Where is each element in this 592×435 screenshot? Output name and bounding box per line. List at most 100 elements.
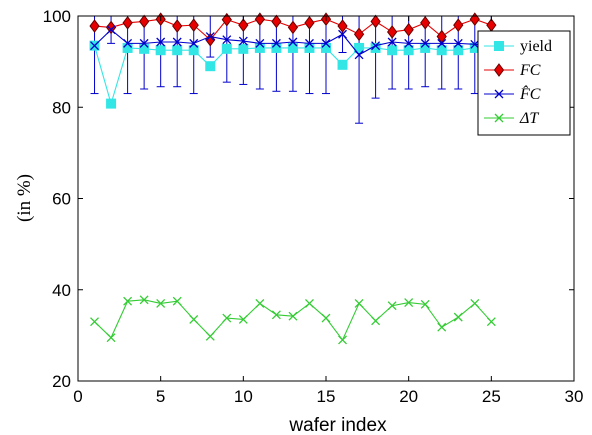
data-point-2 bbox=[255, 38, 265, 48]
data-point-3 bbox=[288, 311, 298, 321]
data-point-0 bbox=[254, 42, 265, 53]
data-point-3 bbox=[172, 296, 182, 306]
y-axis-label: (in %) bbox=[14, 174, 35, 222]
data-point-1 bbox=[238, 18, 249, 32]
data-point-3 bbox=[354, 298, 364, 308]
data-point-0 bbox=[172, 45, 183, 56]
data-point-0 bbox=[321, 42, 331, 53]
data-point-3 bbox=[387, 301, 397, 311]
data-point-0 bbox=[403, 45, 414, 56]
data-point-1 bbox=[387, 25, 398, 39]
data-point-1 bbox=[353, 27, 365, 42]
data-point-2 bbox=[238, 36, 248, 46]
data-point-3 bbox=[453, 312, 463, 322]
data-point-2 bbox=[123, 38, 133, 48]
data-point-1 bbox=[105, 20, 117, 35]
data-point-3 bbox=[420, 299, 430, 309]
y-tick-label: 40 bbox=[52, 281, 71, 300]
data-point-0 bbox=[139, 43, 150, 54]
data-point-0 bbox=[188, 45, 199, 56]
x-axis-label: wafer index bbox=[288, 415, 387, 435]
data-point-3 bbox=[271, 310, 281, 320]
data-point-0 bbox=[354, 42, 365, 53]
data-point-3 bbox=[205, 331, 215, 341]
data-point-3 bbox=[486, 317, 496, 327]
data-point-2 bbox=[189, 38, 199, 48]
data-point-0 bbox=[205, 61, 216, 72]
data-point-2 bbox=[404, 38, 414, 48]
data-point-1 bbox=[304, 16, 315, 30]
data-point-2 bbox=[90, 41, 99, 51]
data-point-2 bbox=[205, 32, 215, 41]
data-point-1 bbox=[172, 19, 183, 33]
data-point-2 bbox=[453, 38, 463, 48]
data-point-2 bbox=[321, 38, 331, 48]
legend-marker bbox=[494, 89, 504, 99]
x-tick-label: 0 bbox=[73, 387, 82, 406]
data-point-1 bbox=[403, 22, 414, 37]
data-point-2 bbox=[139, 38, 149, 48]
legend-entry: FC bbox=[519, 62, 541, 79]
data-point-2 bbox=[338, 29, 347, 39]
legend-entry: F̂C bbox=[519, 84, 541, 103]
data-point-2 bbox=[288, 37, 298, 47]
data-point-2 bbox=[470, 39, 480, 49]
data-point-3 bbox=[90, 317, 99, 327]
data-point-3 bbox=[156, 298, 166, 308]
legend-entry: yield bbox=[520, 38, 552, 55]
data-point-3 bbox=[123, 296, 133, 306]
data-point-1 bbox=[139, 14, 150, 29]
data-point-3 bbox=[338, 335, 347, 345]
data-point-2 bbox=[156, 37, 166, 47]
data-point-3 bbox=[222, 313, 232, 323]
data-point-3 bbox=[404, 298, 414, 307]
data-point-1 bbox=[188, 18, 199, 32]
data-point-1 bbox=[370, 14, 381, 29]
data-point-2 bbox=[271, 38, 281, 48]
x-tick-label: 5 bbox=[156, 387, 165, 406]
data-point-3 bbox=[189, 314, 199, 324]
data-point-3 bbox=[255, 298, 265, 308]
data-point-2 bbox=[387, 37, 397, 47]
y-tick-label: 60 bbox=[52, 190, 71, 209]
data-point-0 bbox=[122, 42, 133, 53]
x-tick-label: 15 bbox=[317, 387, 336, 406]
legend-marker bbox=[494, 41, 504, 51]
legend-marker bbox=[494, 113, 504, 123]
data-point-3 bbox=[139, 295, 149, 305]
data-point-2 bbox=[305, 38, 314, 48]
x-tick-label: 10 bbox=[234, 387, 253, 406]
data-point-0 bbox=[287, 42, 298, 53]
x-tick-label: 25 bbox=[482, 387, 501, 406]
data-point-2 bbox=[354, 50, 364, 60]
data-point-2 bbox=[371, 41, 381, 51]
data-point-0 bbox=[387, 45, 398, 56]
data-point-1 bbox=[271, 14, 282, 29]
data-point-0 bbox=[238, 43, 249, 54]
data-point-0 bbox=[271, 42, 282, 53]
data-point-0 bbox=[453, 45, 464, 56]
data-point-1 bbox=[453, 18, 464, 32]
legend-entry: ΔT bbox=[519, 110, 539, 127]
data-point-1 bbox=[337, 19, 348, 33]
data-point-1 bbox=[89, 19, 100, 33]
y-tick-label: 100 bbox=[43, 7, 71, 26]
x-tick-label: 20 bbox=[399, 387, 418, 406]
data-point-0 bbox=[106, 98, 117, 109]
chart-axes: 0 5 10 15 20 25 30 20 40 60 80 100 bbox=[43, 7, 584, 406]
data-point-1 bbox=[420, 16, 431, 30]
data-point-3 bbox=[238, 314, 248, 324]
data-point-2 bbox=[222, 35, 232, 45]
x-tick-label: 30 bbox=[565, 387, 584, 406]
data-point-3 bbox=[437, 322, 447, 332]
data-point-2 bbox=[106, 25, 116, 35]
data-point-3 bbox=[321, 313, 331, 323]
data-point-1 bbox=[221, 12, 232, 27]
data-point-0 bbox=[420, 42, 431, 53]
data-point-1 bbox=[287, 20, 299, 35]
y-tick-label: 80 bbox=[52, 98, 71, 117]
data-point-0 bbox=[304, 42, 315, 53]
legend: yield FC F̂C ΔT bbox=[477, 30, 571, 136]
data-point-0 bbox=[337, 59, 348, 70]
